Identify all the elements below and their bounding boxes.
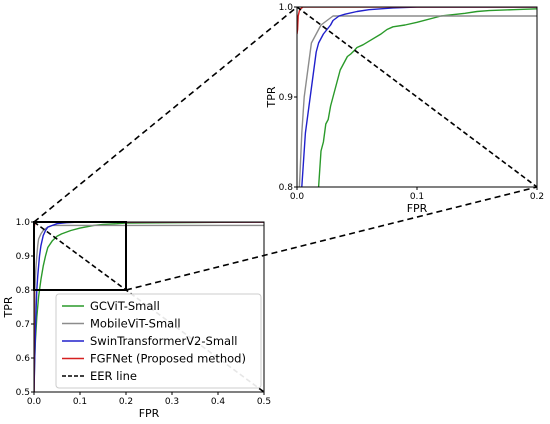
inset-series-eer-line — [297, 7, 537, 187]
main-xtick-label: 0.5 — [257, 397, 271, 407]
legend-label-fgfnet-proposed-method: FGFNet (Proposed method) — [90, 352, 246, 366]
main-xtick-label: 0.2 — [119, 397, 133, 407]
main-xtick-label: 0.3 — [165, 397, 179, 407]
main-series-swintransformerv2-small — [34, 222, 264, 392]
main-x-axis-label: FPR — [139, 407, 160, 420]
main-ytick-label: 1.0 — [16, 218, 31, 228]
main-xtick-label: 0.0 — [27, 397, 42, 407]
zoom-region-box — [33, 221, 127, 291]
main-xtick-label: 0.1 — [73, 397, 87, 407]
legend-label-mobilevit-small: MobileViT-Small — [90, 317, 181, 331]
inset-x-axis-label: FPR — [407, 202, 428, 215]
main-series-mobilevit-small — [34, 224, 264, 392]
legend: GCViT-Small MobileViT-Small SwinTransforme… — [55, 293, 262, 389]
legend-label-gcvit-small: GCViT-Small — [90, 299, 160, 313]
main-xtick-label: 0.4 — [211, 397, 226, 407]
legend-label-eer-line: EER line — [90, 369, 137, 383]
main-ytick-label: 0.8 — [16, 286, 31, 296]
legend-box — [55, 293, 262, 389]
inset-series-mobilevit-small — [298, 15, 537, 187]
zoom-connector-lines — [33, 6, 538, 291]
main-ytick-label: 0.9 — [16, 252, 31, 262]
inset-series-fgfnet-proposed-method — [297, 7, 537, 35]
main-ytick-label: 0.6 — [16, 354, 31, 364]
inset-roc-chart: 0.0 0.1 0.2 0.8 0.9 1.0 FPR TPR — [265, 3, 544, 215]
inset-series-gcvit-small — [317, 8, 537, 187]
inset-series-swintransformerv2-small — [301, 7, 537, 187]
inset-ytick-label: 1.0 — [279, 3, 294, 13]
main-axes-frame — [33, 221, 265, 393]
legend-label-swintransformerv2-small: SwinTransformerV2-Small — [90, 334, 237, 348]
inset-xtick-label: 0.1 — [410, 192, 424, 202]
inset-ytick-label: 0.9 — [279, 93, 294, 103]
main-ytick-label: 0.5 — [16, 388, 30, 398]
main-series-gcvit-small — [34, 222, 264, 392]
inset-xtick-label: 0.2 — [530, 192, 544, 202]
inset-plot-area — [297, 7, 537, 187]
main-ytick-label: 0.7 — [16, 320, 30, 330]
main-roc-chart: 0.0 0.1 0.2 0.3 0.4 0.5 0.5 0.6 0.7 0.8 0.9 1.0 FPR T… — [2, 218, 271, 420]
inset-y-axis-label: TPR — [265, 86, 278, 108]
main-y-axis-label: TPR — [2, 296, 15, 318]
connector-line-top — [33, 6, 298, 223]
inset-xtick-label: 0.0 — [290, 192, 305, 202]
inset-ytick-label: 0.8 — [279, 183, 294, 193]
connector-line-bottom — [125, 186, 538, 291]
